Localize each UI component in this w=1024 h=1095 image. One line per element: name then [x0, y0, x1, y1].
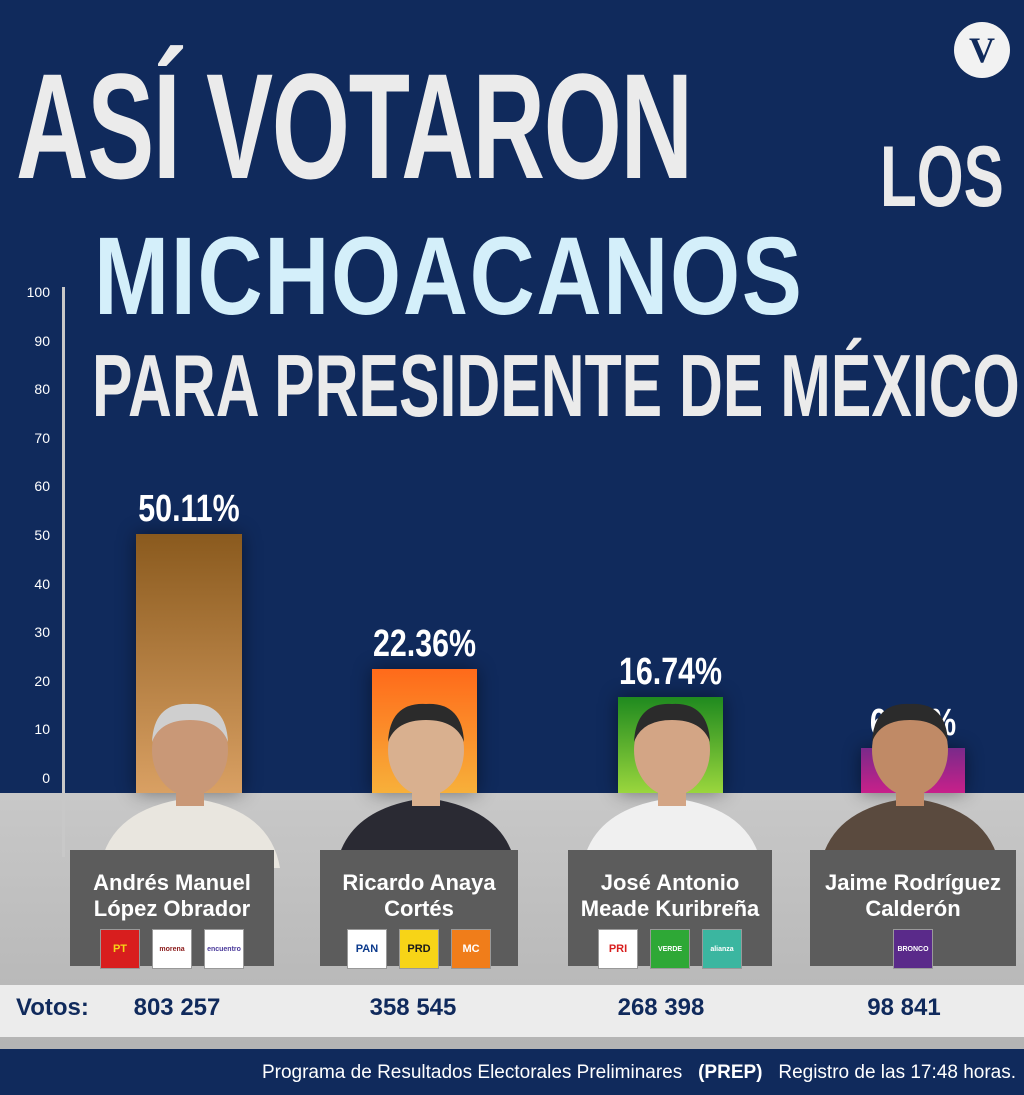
candidate-name-line-1: Jaime Rodríguez — [824, 870, 1002, 895]
y-tick-label: 80 — [34, 381, 50, 398]
y-tick-label: 30 — [34, 624, 50, 641]
source-note: Programa de Resultados Electorales Preli… — [0, 1062, 1016, 1084]
candidate-name-line-2: Meade Kuribreña — [580, 896, 760, 921]
bar-value-label: 16.74% — [618, 650, 723, 693]
candidate-photo — [820, 703, 1000, 868]
party-logo: VERDE — [650, 929, 690, 969]
candidate-hair — [872, 703, 948, 742]
brand-logo: V — [954, 22, 1010, 78]
party-logo: PRD — [399, 929, 439, 969]
candidate-hair — [388, 703, 464, 742]
candidate-votes: 268 398 — [617, 994, 705, 1021]
y-tick-label: 70 — [34, 429, 50, 446]
candidate-photo — [582, 703, 762, 868]
candidate-hair — [634, 703, 710, 742]
candidate-votes: 98 841 — [867, 994, 941, 1021]
y-tick-label: 20 — [34, 672, 50, 689]
title-line-1: ASÍ VOTARON — [16, 42, 693, 210]
party-logo: alianza — [702, 929, 742, 969]
footer — [0, 1049, 1024, 1095]
party-logos: PAN PRD MC — [347, 929, 491, 969]
y-axis-line — [62, 287, 65, 857]
candidate-name-line-1: José Antonio — [600, 870, 740, 895]
candidate-head — [388, 704, 464, 796]
y-tick-label: 10 — [34, 721, 50, 738]
candidate-head — [152, 704, 228, 796]
title-line-1-suffix: LOS — [880, 129, 1004, 225]
party-logo: PAN — [347, 929, 387, 969]
candidate-photo — [336, 703, 516, 868]
candidate-name-line-2: Calderón — [865, 896, 961, 921]
candidate-name-line-1: Andrés Manuel — [93, 870, 251, 895]
candidate-name-line-2: López Obrador — [93, 896, 251, 921]
party-logo: PRI — [598, 929, 638, 969]
candidate-votes: 803 257 — [133, 994, 221, 1021]
candidate-photo — [100, 703, 280, 868]
party-logo: encuentro — [204, 929, 244, 969]
source-text: Programa de Resultados Electorales Preli… — [261, 1062, 683, 1083]
candidate-head — [872, 704, 948, 796]
candidate-name-line-2: Cortés — [384, 896, 454, 921]
title-line-2: MICHOACANOS — [94, 215, 804, 338]
candidate-hair — [152, 703, 228, 742]
candidate-head — [634, 704, 710, 796]
votes-label: Votos: — [16, 994, 89, 1021]
y-tick-label: 100 — [26, 284, 50, 300]
party-logo: morena — [152, 929, 192, 969]
bar-value-label: 22.36% — [372, 623, 477, 666]
y-tick-label: 50 — [34, 527, 50, 543]
party-logo: PT — [100, 929, 140, 969]
y-tick-label: 0 — [42, 770, 50, 786]
candidate-votes: 358 545 — [369, 994, 457, 1021]
party-logo: MC — [451, 929, 491, 969]
y-tick-label: 60 — [34, 478, 50, 495]
party-logos: BRONCO — [893, 929, 933, 969]
party-logo: BRONCO — [893, 929, 933, 969]
y-tick-label: 40 — [34, 575, 50, 592]
source-abbr: (PREP) — [698, 1062, 763, 1083]
y-tick-label: 90 — [34, 332, 50, 349]
party-logos: PRI VERDE alianza — [598, 929, 742, 969]
candidate-name-line-1: Ricardo Anaya — [342, 870, 496, 895]
source-time: Registro de las 17:48 horas. — [778, 1062, 1016, 1083]
party-logos: PT morena encuentro — [100, 929, 244, 969]
title-line-3: PARA PRESIDENTE DE MÉXICO — [92, 336, 1020, 435]
bar-value-label: 50.11% — [138, 488, 240, 531]
votes-band — [0, 985, 1024, 1037]
